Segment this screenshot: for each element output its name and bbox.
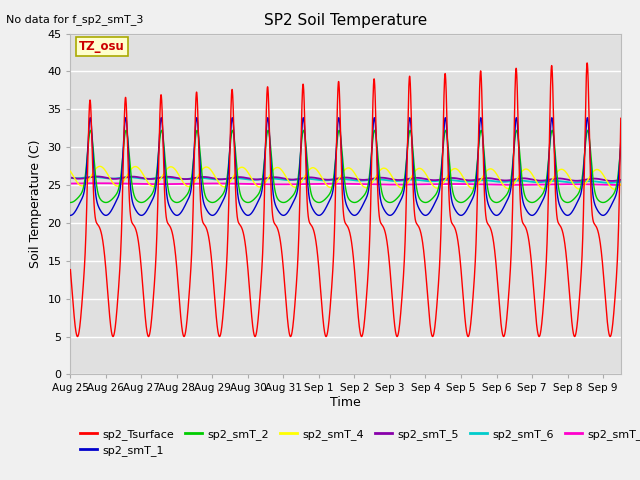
Text: No data for f_sp2_smT_3: No data for f_sp2_smT_3	[6, 14, 144, 25]
Legend: sp2_Tsurface, sp2_smT_1, sp2_smT_2, sp2_smT_4, sp2_smT_5, sp2_smT_6, sp2_smT_7: sp2_Tsurface, sp2_smT_1, sp2_smT_2, sp2_…	[76, 424, 640, 460]
Text: TZ_osu: TZ_osu	[79, 40, 125, 53]
Y-axis label: Soil Temperature (C): Soil Temperature (C)	[29, 140, 42, 268]
X-axis label: Time: Time	[330, 396, 361, 409]
Title: SP2 Soil Temperature: SP2 Soil Temperature	[264, 13, 428, 28]
